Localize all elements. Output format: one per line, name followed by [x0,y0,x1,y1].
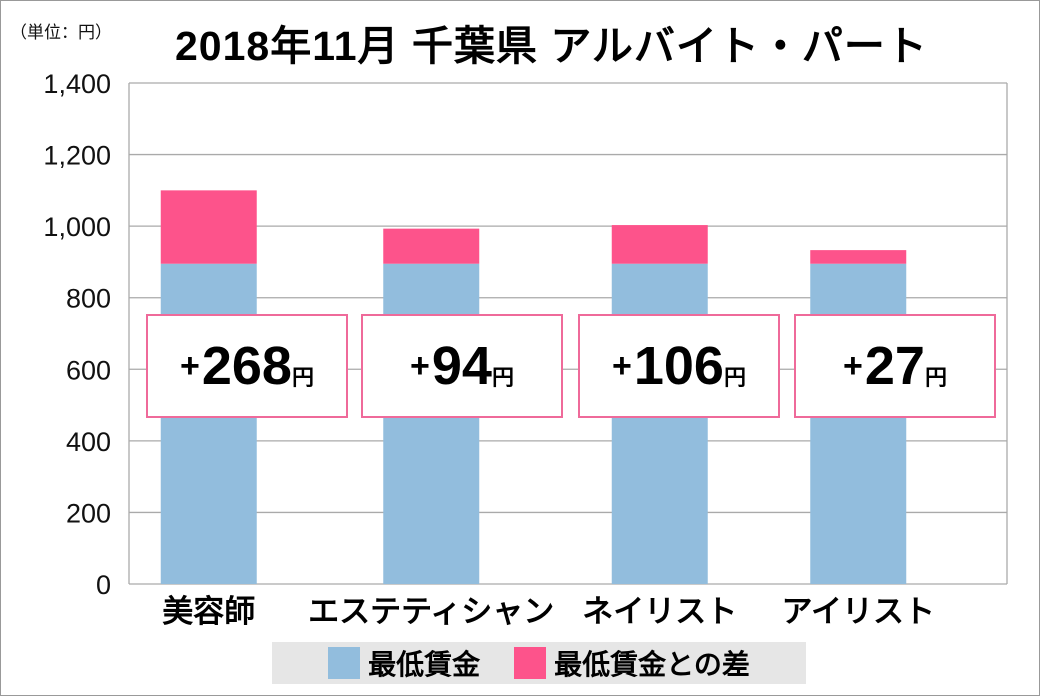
x-category-label: アイリスト [782,594,935,629]
legend: 最低賃金 最低賃金との差 [272,642,806,684]
diff-annotation-box: +94 円 [361,314,563,418]
legend-label: 最低賃金 [368,649,481,680]
bar-diff [810,250,907,264]
plus-sign: + [410,346,430,385]
legend-swatch-diff [514,647,547,679]
plus-sign: + [180,346,200,385]
bar-min-wage [611,263,708,584]
diff-annotation-box: +106 円 [578,314,780,418]
legend-item-diff: 最低賃金との差 [514,643,750,683]
x-category-label: エステティシャン [308,594,554,629]
diff-annotation-box: +27 円 [794,314,996,418]
unit-label: （単位：円） [10,23,112,42]
diff-value: 268 [201,336,292,396]
y-tick-label: 600 [66,355,111,385]
y-tick-label: 400 [66,427,111,457]
diff-unit: 円 [291,365,314,390]
bar-min-wage [810,263,907,584]
y-tick-label: 200 [66,498,111,528]
plus-sign: + [843,346,863,385]
bar-min-wage [383,263,480,584]
plus-sign: + [612,346,632,385]
diff-unit: 円 [491,365,514,390]
legend-label: 最低賃金との差 [554,649,750,680]
legend-swatch-min-wage [328,647,361,679]
y-tick-label: 1,400 [43,69,111,99]
diff-annotation-box: +268 円 [146,314,348,418]
chart-title: 2018年11月 千葉県 アルバイト・パート [175,23,928,69]
y-tick-label: 800 [66,284,111,314]
y-tick-label: 1,000 [43,212,111,242]
diff-unit: 円 [723,365,746,390]
y-tick-label: 1,200 [43,141,111,171]
y-tick-label: 0 [96,570,111,600]
diff-unit: 円 [924,365,947,390]
bar-min-wage [160,263,257,584]
bar-diff [383,228,480,264]
bar-diff [611,225,708,264]
legend-item-min-wage: 最低賃金 [328,643,480,683]
diff-value: 27 [864,336,925,396]
x-category-label: 美容師 [162,594,255,629]
diff-value: 106 [633,336,724,396]
bar-diff [160,190,257,264]
diff-value: 94 [431,336,492,396]
x-category-label: ネイリスト [582,594,737,629]
